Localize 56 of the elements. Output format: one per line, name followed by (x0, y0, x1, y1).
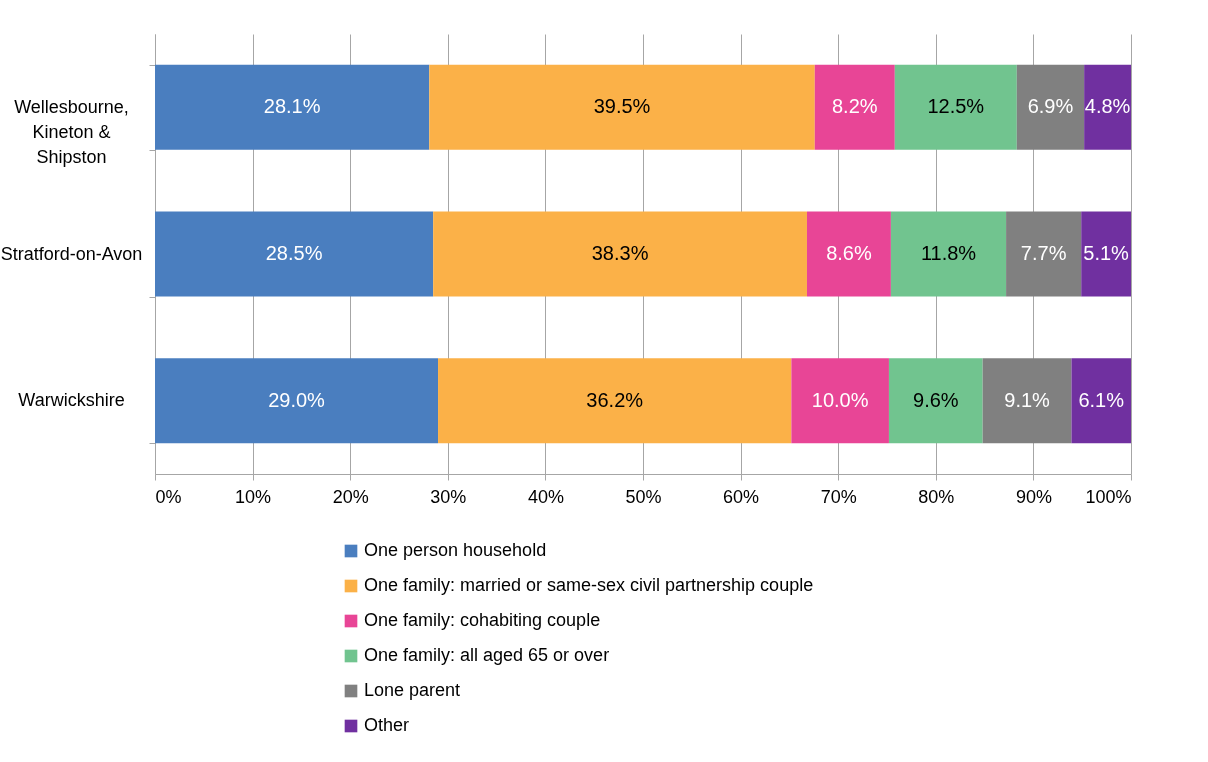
bar (155, 358, 439, 444)
data-label: 4.8% (1084, 95, 1131, 118)
data-label: 8.2% (832, 95, 878, 118)
x-tick-label: 90% (1015, 486, 1052, 507)
x-tick-label: 100% (1085, 486, 1132, 507)
x-tick-label: 80% (918, 486, 955, 507)
x-tick-label: 40% (527, 486, 564, 507)
bar (429, 64, 815, 150)
bar (1071, 358, 1131, 444)
bar (433, 211, 807, 297)
y-tick-label: Warwickshire (18, 390, 125, 411)
legend-label: One family: married or same-sex civil partnership couple (364, 575, 814, 595)
data-label: 9.1% (1004, 388, 1051, 411)
bar (155, 211, 434, 297)
bar (791, 358, 889, 444)
data-label: 28.1% (263, 95, 321, 118)
x-tick-label: 50% (625, 486, 662, 507)
bar (806, 211, 891, 297)
bar (888, 358, 983, 444)
bar (1084, 64, 1131, 150)
x-tick-label: 10% (235, 486, 272, 507)
data-label: 9.6% (913, 388, 959, 411)
data-label: 39.5% (593, 95, 651, 118)
data-label: 29.0% (268, 388, 326, 411)
x-tick-label: 20% (332, 486, 369, 507)
x-tick-label: 0% (155, 486, 182, 507)
data-label: 5.1% (1083, 242, 1130, 264)
data-label: 6.1% (1078, 388, 1125, 411)
legend-label: Other (364, 715, 410, 735)
legend-label: One person household (364, 540, 547, 560)
bar (982, 358, 1072, 444)
y-tick-label: Wellesbourne, Kineton & Shipston (14, 96, 129, 167)
bar (1016, 64, 1085, 150)
bar (438, 358, 792, 444)
x-tick-label: 30% (430, 486, 467, 507)
y-tick-label: Stratford-on-Avon (0, 243, 143, 264)
data-label: 38.3% (591, 242, 649, 264)
bar (1081, 211, 1131, 297)
legend-label: One family: cohabiting couple (364, 610, 601, 630)
data-label: 7.7% (1020, 242, 1067, 264)
bar (1006, 211, 1082, 297)
data-label: 28.5% (265, 242, 323, 264)
bar (155, 64, 430, 150)
data-label: 8.6% (826, 242, 872, 264)
data-label: 12.5% (927, 95, 985, 118)
legend-label: Lone parent (364, 680, 461, 700)
legend-label: One family: all aged 65 or over (364, 645, 610, 665)
data-label: 11.8% (920, 242, 977, 264)
x-tick-label: 70% (820, 486, 857, 507)
bar (894, 64, 1017, 150)
data-label: 6.9% (1027, 95, 1074, 118)
bar (890, 211, 1007, 297)
x-tick-label: 60% (723, 486, 760, 507)
data-label: 36.2% (586, 388, 644, 411)
bar (814, 64, 895, 150)
data-label: 10.0% (811, 388, 869, 411)
